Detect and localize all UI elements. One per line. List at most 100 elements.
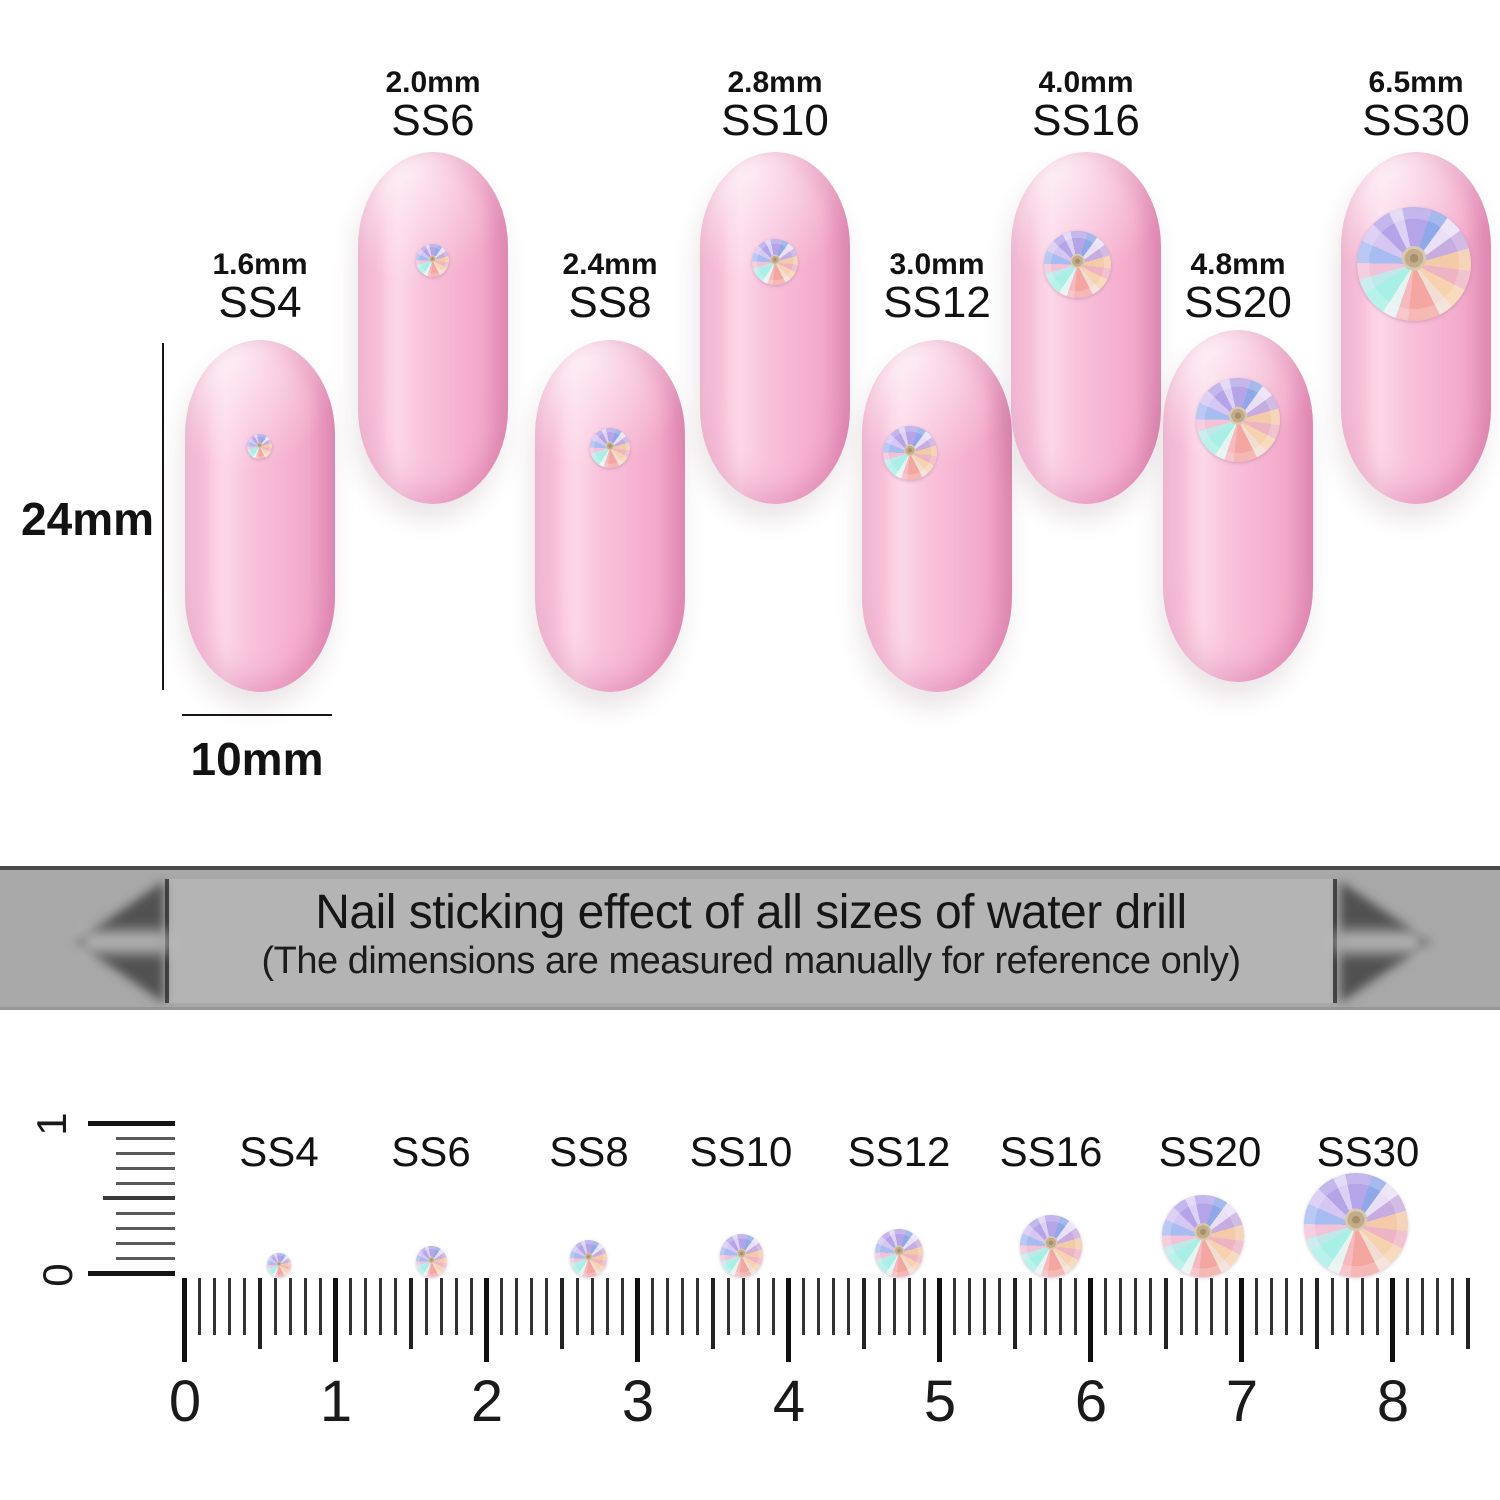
- ruler-tick: [666, 1278, 670, 1335]
- nail-group-ss8: 2.4mm SS8: [530, 248, 690, 704]
- ruler-number: 3: [621, 1369, 655, 1434]
- ruler-tick: [817, 1278, 821, 1335]
- ruler-ss-label: SS20: [1158, 1128, 1262, 1175]
- pink-nail: [700, 152, 850, 504]
- ruler-tick: [635, 1278, 640, 1362]
- ruler-tick: [1028, 1278, 1032, 1335]
- ruler-tick: [1270, 1278, 1274, 1335]
- rhinestone-gem: [570, 1240, 607, 1277]
- ruler-tick: [182, 1278, 187, 1362]
- rhinestone-gem: [720, 1234, 763, 1277]
- rhinestone-gem: [875, 1229, 923, 1277]
- nail-group-ss12: 3.0mm SS12: [857, 248, 1017, 704]
- ruler-tick: [454, 1278, 458, 1335]
- ruler-tick: [1390, 1278, 1395, 1362]
- ruler-tick: [1164, 1278, 1168, 1349]
- ruler-tick: [877, 1278, 881, 1335]
- rhinestone-gem: [247, 434, 272, 459]
- ruler-tick: [1194, 1278, 1198, 1335]
- ruler-tick: [696, 1278, 700, 1335]
- ruler-ss-label: SS10: [689, 1128, 793, 1175]
- ruler-tick: [771, 1278, 775, 1335]
- rhinestone-gem: [752, 239, 798, 285]
- rhinestone-gem: [416, 244, 449, 277]
- rhinestone-gem: [590, 428, 630, 468]
- ruler-tick: [469, 1278, 473, 1335]
- ruler-tick: [116, 1256, 175, 1260]
- ruler-tick: [786, 1278, 791, 1362]
- ruler-tick: [892, 1278, 896, 1335]
- ruler-tick: [1451, 1278, 1455, 1335]
- ruler-tick: [500, 1278, 504, 1335]
- ruler-tick: [968, 1278, 972, 1335]
- size-label: 2.8mm: [727, 66, 823, 99]
- ruler-tick: [1224, 1278, 1228, 1335]
- rhinestone-gem: [1044, 231, 1111, 298]
- ruler-tick: [409, 1278, 413, 1349]
- ruler-tick: [1179, 1278, 1183, 1335]
- ss-label: SS6: [391, 96, 475, 145]
- ruler-tick: [741, 1278, 745, 1335]
- ruler-tick: [832, 1278, 836, 1335]
- ss-label: SS10: [721, 96, 829, 145]
- size-label: 3.0mm: [889, 248, 985, 281]
- ruler-tick: [116, 1181, 175, 1185]
- banner-title: Nail sticking effect of all sizes of wat…: [315, 886, 1187, 939]
- ss-label: SS16: [1032, 96, 1140, 145]
- ruler-number: 8: [1376, 1369, 1410, 1434]
- ruler-tick: [1058, 1278, 1062, 1335]
- rhinestone-gem: [1304, 1173, 1408, 1277]
- ruler-tick: [198, 1278, 202, 1335]
- ruler-tick: [88, 1270, 175, 1276]
- size-label: 4.0mm: [1038, 66, 1134, 99]
- nail-height-label: 24mm: [21, 493, 154, 545]
- pink-nail: [185, 340, 335, 692]
- ruler-number: 0: [168, 1369, 202, 1434]
- ruler-ss-label: SS30: [1316, 1128, 1420, 1175]
- ss-label: SS12: [883, 278, 991, 327]
- ruler-tick: [1134, 1278, 1138, 1335]
- ss-label: SS8: [568, 278, 652, 327]
- banner-subtitle: (The dimensions are measured manually fo…: [261, 940, 1241, 982]
- rhinestone-gem: [1162, 1195, 1244, 1277]
- ruler-tick: [756, 1278, 760, 1335]
- ruler-number: 7: [1225, 1369, 1259, 1434]
- ruler-tick: [439, 1278, 443, 1335]
- pink-nail: [1011, 152, 1161, 504]
- ruler-tick: [1104, 1278, 1108, 1335]
- rhinestone-gem: [1357, 207, 1471, 321]
- ruler-tick: [424, 1278, 428, 1335]
- ruler-tick: [103, 1196, 175, 1200]
- ruler-number: 1: [319, 1369, 353, 1434]
- ruler-number: 4: [772, 1369, 806, 1434]
- size-label: 2.0mm: [385, 66, 481, 99]
- ruler-tick: [922, 1278, 926, 1335]
- ruler-tick: [530, 1278, 534, 1335]
- ruler-tick: [1300, 1278, 1304, 1335]
- ruler-tick: [515, 1278, 519, 1335]
- ss-label: SS30: [1362, 96, 1470, 145]
- pink-nail: [358, 152, 508, 504]
- size-label: 2.4mm: [562, 248, 658, 281]
- nail-width-label: 10mm: [190, 733, 324, 785]
- ribbon-fold-streak-left: [82, 931, 168, 953]
- ruler-tick: [983, 1278, 987, 1335]
- ruler-tick: [907, 1278, 911, 1335]
- ruler-tick: [711, 1278, 715, 1349]
- ruler-tick: [333, 1278, 338, 1362]
- ruler-tick: [1073, 1278, 1077, 1335]
- ruler-tick: [116, 1166, 175, 1170]
- rhinestone-gem: [883, 426, 937, 480]
- ruler-tick: [862, 1278, 866, 1349]
- width-dimension-line: [182, 714, 332, 716]
- ruler-tick: [1043, 1278, 1047, 1335]
- ruler-tick: [1345, 1278, 1349, 1335]
- ruler-tick: [605, 1278, 609, 1335]
- ruler-tick: [937, 1278, 942, 1362]
- ruler-tick: [273, 1278, 277, 1335]
- ruler-tick: [1285, 1278, 1289, 1335]
- ss-label: SS20: [1184, 278, 1292, 327]
- ruler-tick: [364, 1278, 368, 1335]
- pink-nail: [535, 340, 685, 692]
- ruler-number: 6: [1074, 1369, 1108, 1434]
